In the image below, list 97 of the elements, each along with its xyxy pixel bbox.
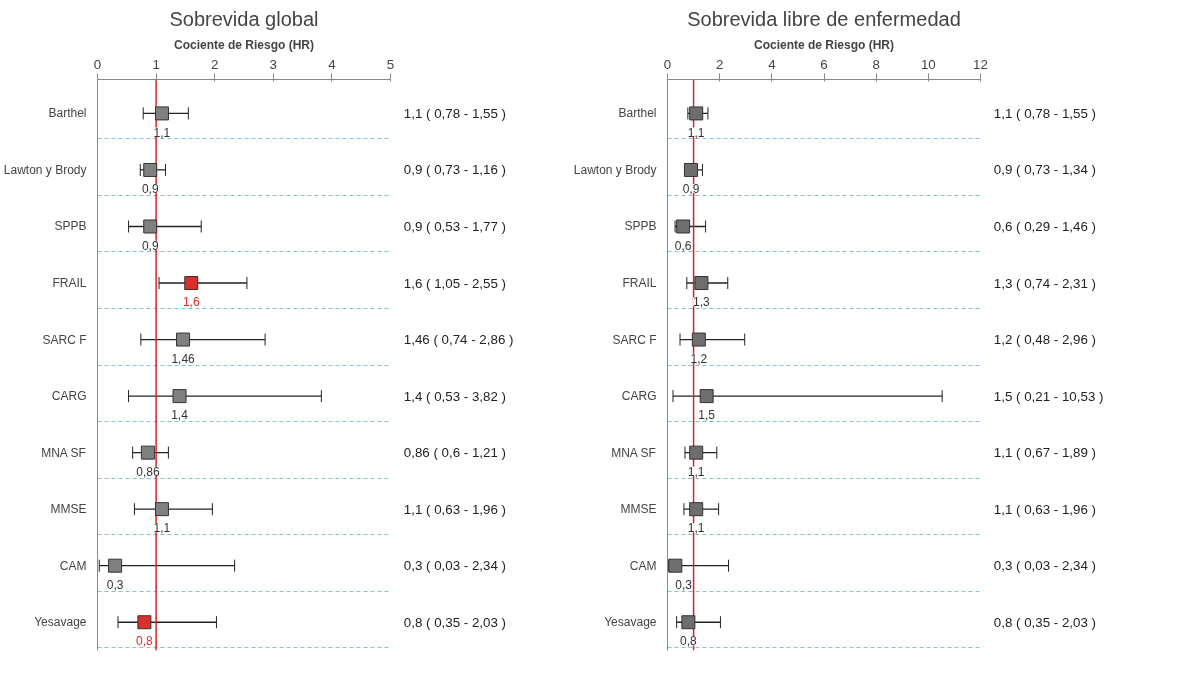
text: 1,1 ( 0,63 - 1,96 ) xyxy=(993,501,1097,517)
y-tick-label: SARC F xyxy=(42,332,87,347)
x-tick-label: 2 xyxy=(715,56,724,72)
y-tick-label: MMSE xyxy=(620,502,657,517)
point xyxy=(172,389,187,404)
y-tick-label: MNA SF xyxy=(611,445,656,460)
x-tick-label: 4 xyxy=(768,56,777,72)
point xyxy=(676,219,691,234)
point xyxy=(176,332,191,347)
text: 0,3 ( 0,03 - 2,34 ) xyxy=(403,558,507,574)
data-label: 1,5 xyxy=(698,408,716,423)
text: 1,4 ( 0,53 - 3,82 ) xyxy=(403,388,507,404)
data-label: 1,1 xyxy=(687,125,705,140)
data-label: 0,6 xyxy=(674,238,692,253)
data-label: 0,86 xyxy=(136,464,160,479)
x-tick-label: 8 xyxy=(872,56,880,72)
text: 0,9 ( 0,73 - 1,34 ) xyxy=(993,162,1097,178)
data-label: 1,3 xyxy=(693,295,711,310)
text: 1,1 ( 0,67 - 1,89 ) xyxy=(993,445,1097,461)
y-tick-label: MNA SF xyxy=(41,445,86,460)
data-label: 1,1 xyxy=(687,521,705,536)
x-tick-label: 0 xyxy=(663,56,672,72)
y-tick-label: Barthel xyxy=(48,106,87,121)
data-label: 0,9 xyxy=(682,182,700,197)
point xyxy=(140,445,155,460)
y-tick-label: CAM xyxy=(629,558,657,573)
y-tick-label: FRAIL xyxy=(622,276,657,291)
x-tick-label: 1 xyxy=(152,56,160,72)
y-tick-label: SPPB xyxy=(624,219,657,234)
y-tick-label: Lawton y Brody xyxy=(3,162,87,177)
data-label: 0,9 xyxy=(141,238,159,253)
point xyxy=(143,219,158,234)
text: 1,2 ( 0,48 - 2,96 ) xyxy=(993,332,1097,348)
text: 1,46 ( 0,74 - 2,86 ) xyxy=(403,332,514,348)
text: 1,5 ( 0,21 - 10,53 ) xyxy=(993,388,1104,404)
point xyxy=(137,615,152,630)
text: 0,8 ( 0,35 - 2,03 ) xyxy=(993,614,1097,630)
point xyxy=(154,106,169,121)
text: 1,6 ( 1,05 - 2,55 ) xyxy=(403,275,507,291)
x-tick-label: 0 xyxy=(93,56,102,72)
y-tick-label: Barthel xyxy=(618,106,657,121)
y-tick-label: SPPB xyxy=(54,219,87,234)
x-tick-label: 12 xyxy=(973,56,988,72)
y-tick-label: CARG xyxy=(51,389,87,404)
y-tick-label: SARC F xyxy=(612,332,657,347)
point xyxy=(691,332,706,347)
data-label: 0,3 xyxy=(675,577,693,592)
text: 0,3 ( 0,03 - 2,34 ) xyxy=(993,558,1097,574)
text: 1,1 ( 0,63 - 1,96 ) xyxy=(403,501,507,517)
data-label: 0,9 xyxy=(141,182,159,197)
text: 0,9 ( 0,53 - 1,77 ) xyxy=(403,218,507,234)
x-axis-title: Cociente de Riesgo (HR) xyxy=(173,37,315,52)
data-label: 1,1 xyxy=(153,521,171,536)
data-label: 0,3 xyxy=(106,577,124,592)
x-axis-title: Cociente de Riesgo (HR) xyxy=(753,37,895,52)
point xyxy=(689,106,704,121)
data-label: 1,2 xyxy=(690,351,708,366)
point xyxy=(184,276,199,291)
point xyxy=(694,276,709,291)
data-label: 0,8 xyxy=(680,634,698,649)
point xyxy=(154,502,169,517)
x-tick-label: 10 xyxy=(920,56,936,72)
text: 1,1 ( 0,78 - 1,55 ) xyxy=(993,105,1097,121)
x-tick-label: 4 xyxy=(328,56,337,72)
point xyxy=(683,162,698,177)
y-tick-label: Yesavage xyxy=(604,615,657,630)
data-label: 1,6 xyxy=(182,295,200,310)
y-tick-label: CARG xyxy=(621,389,657,404)
point xyxy=(681,615,696,630)
point xyxy=(689,502,704,517)
text: 1,3 ( 0,74 - 2,31 ) xyxy=(993,275,1097,291)
data-label: 1,1 xyxy=(153,125,171,140)
data-label: 1,46 xyxy=(171,351,196,366)
point xyxy=(143,162,158,177)
text: 0,6 ( 0,29 - 1,46 ) xyxy=(993,218,1097,234)
data-label: 1,1 xyxy=(687,464,705,479)
point xyxy=(108,558,123,573)
chart-title: Sobrevida libre de enfermedad xyxy=(687,7,961,30)
x-tick-label: 2 xyxy=(210,56,219,72)
y-tick-label: Yesavage xyxy=(34,615,87,630)
x-tick-label: 6 xyxy=(820,56,828,72)
point xyxy=(689,445,704,460)
y-tick-label: Lawton y Brody xyxy=(573,162,657,177)
x-tick-label: 5 xyxy=(386,56,395,72)
x-tick-label: 3 xyxy=(269,56,278,72)
text: 0,9 ( 0,73 - 1,16 ) xyxy=(403,162,507,178)
text: 0,86 ( 0,6 - 1,21 ) xyxy=(403,445,507,461)
y-tick-label: FRAIL xyxy=(52,276,87,291)
data-label: 0,8 xyxy=(136,634,154,649)
point xyxy=(668,558,683,573)
text: 1,1 ( 0,78 - 1,55 ) xyxy=(403,105,507,121)
data-label: 1,4 xyxy=(171,408,189,423)
y-tick-label: MMSE xyxy=(50,502,87,517)
point xyxy=(699,389,714,404)
text: 0,8 ( 0,35 - 2,03 ) xyxy=(403,614,507,630)
y-tick-label: CAM xyxy=(59,558,87,573)
chart-title: Sobrevida global xyxy=(169,7,319,30)
